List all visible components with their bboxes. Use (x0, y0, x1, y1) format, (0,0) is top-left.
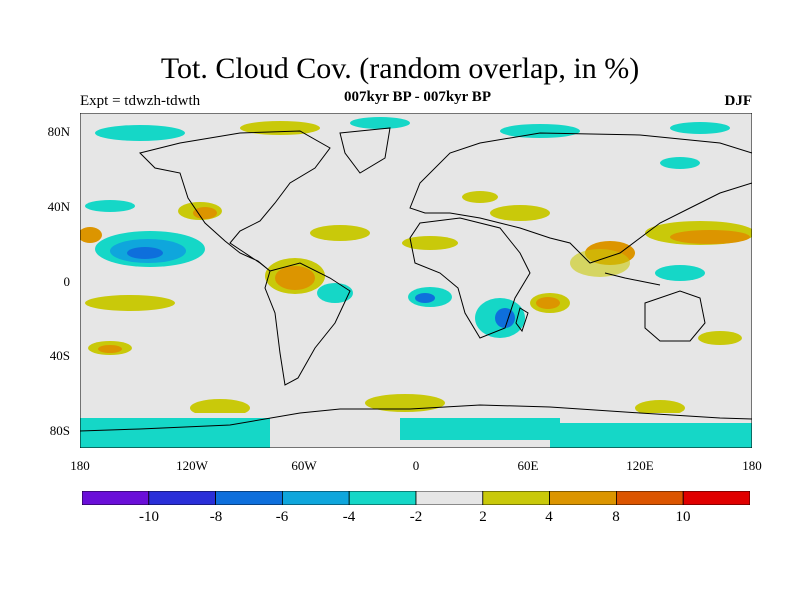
anomaly-patch (80, 227, 102, 243)
colorbar-label: -8 (209, 509, 223, 525)
colorbar-swatch (82, 491, 150, 505)
anomaly-patch (462, 191, 498, 203)
anomaly-patch (365, 394, 445, 412)
anomaly-patch (660, 157, 700, 169)
coastline-africa (409, 217, 531, 339)
season-label: DJF (724, 93, 753, 109)
coastline-indonesia (604, 272, 661, 286)
lat-label-80n: 80N (47, 124, 70, 139)
colorbar-swatch (415, 491, 484, 505)
anomaly-patch (80, 418, 270, 448)
lon-label-120e: 120E (626, 458, 654, 473)
anomaly-patch (193, 207, 217, 219)
anomaly-patch (635, 400, 685, 416)
anomaly-patch (85, 295, 175, 311)
colorbar-label: -10 (139, 509, 159, 525)
colorbar-swatch (616, 491, 684, 505)
anomaly-patch (495, 308, 515, 328)
lat-label-80s: 80S (49, 423, 70, 438)
coastline-greenland (339, 127, 391, 174)
map-title: Tot. Cloud Cov. (random overlap, in %) (160, 52, 640, 85)
colorbar (82, 491, 750, 505)
lon-label-60e: 60E (517, 458, 539, 473)
colorbar-swatch (281, 491, 350, 505)
anomaly-patch (570, 249, 630, 277)
anomaly-patch (670, 122, 730, 134)
anomaly-patch (350, 117, 410, 129)
coastline-eurasia (409, 132, 752, 264)
coastline-antarctica (80, 404, 752, 432)
lon-label-0: 0 (412, 458, 420, 473)
colorbar-swatch (215, 491, 283, 505)
coastline-south-america (264, 262, 351, 386)
colorbar-swatch (549, 491, 617, 505)
anomaly-patch (670, 230, 750, 244)
anomaly-patch (550, 423, 752, 448)
anomaly-patch (490, 205, 550, 221)
lon-label-180w: 180 (70, 458, 90, 473)
anomaly-patch (127, 247, 163, 259)
anomaly-patch (98, 345, 122, 353)
anomaly-patch (698, 331, 742, 345)
lat-label-40s: 40S (49, 348, 70, 363)
anomaly-patch (95, 125, 185, 141)
coastline-australia (644, 290, 706, 342)
anomaly-patch (310, 225, 370, 241)
colorbar-swatch (482, 491, 550, 505)
colorbar-swatch (148, 491, 217, 505)
lon-label-60w: 60W (291, 458, 317, 473)
anomaly-shading (80, 117, 752, 448)
experiment-label: Expt = tdwzh-tdwth (80, 93, 201, 109)
lon-label-120w: 120W (176, 458, 208, 473)
anomaly-patch (415, 293, 435, 303)
anomaly-patch (402, 236, 458, 250)
map-subtitle: 007kyr BP - 007kyr BP (344, 89, 491, 105)
lat-label-0: 0 (63, 274, 71, 289)
anomaly-patch (500, 124, 580, 138)
anomaly-patch (655, 265, 705, 281)
colorbar-label: 8 (612, 509, 620, 525)
colorbar-swatch (348, 491, 417, 505)
coastlines (80, 127, 752, 432)
colorbar-label: -2 (409, 509, 423, 525)
anomaly-patch (190, 399, 250, 417)
coastline-north-america (139, 130, 331, 272)
colorbar-label: 2 (479, 509, 487, 525)
anomaly-patch (275, 266, 315, 290)
colorbar-swatch (682, 491, 750, 505)
anomaly-patch (85, 200, 135, 212)
anomaly-patch (400, 418, 560, 440)
coastline-madagascar (515, 307, 529, 333)
cloud-cover-map (80, 113, 752, 448)
colorbar-label: 10 (675, 509, 691, 525)
anomaly-patch (536, 297, 560, 309)
colorbar-label: -4 (342, 509, 356, 525)
lon-label-180e: 180 (742, 458, 762, 473)
colorbar-label: -6 (275, 509, 289, 525)
lat-label-40n: 40N (47, 199, 70, 214)
colorbar-label: 4 (545, 509, 553, 525)
anomaly-patch (317, 283, 353, 303)
